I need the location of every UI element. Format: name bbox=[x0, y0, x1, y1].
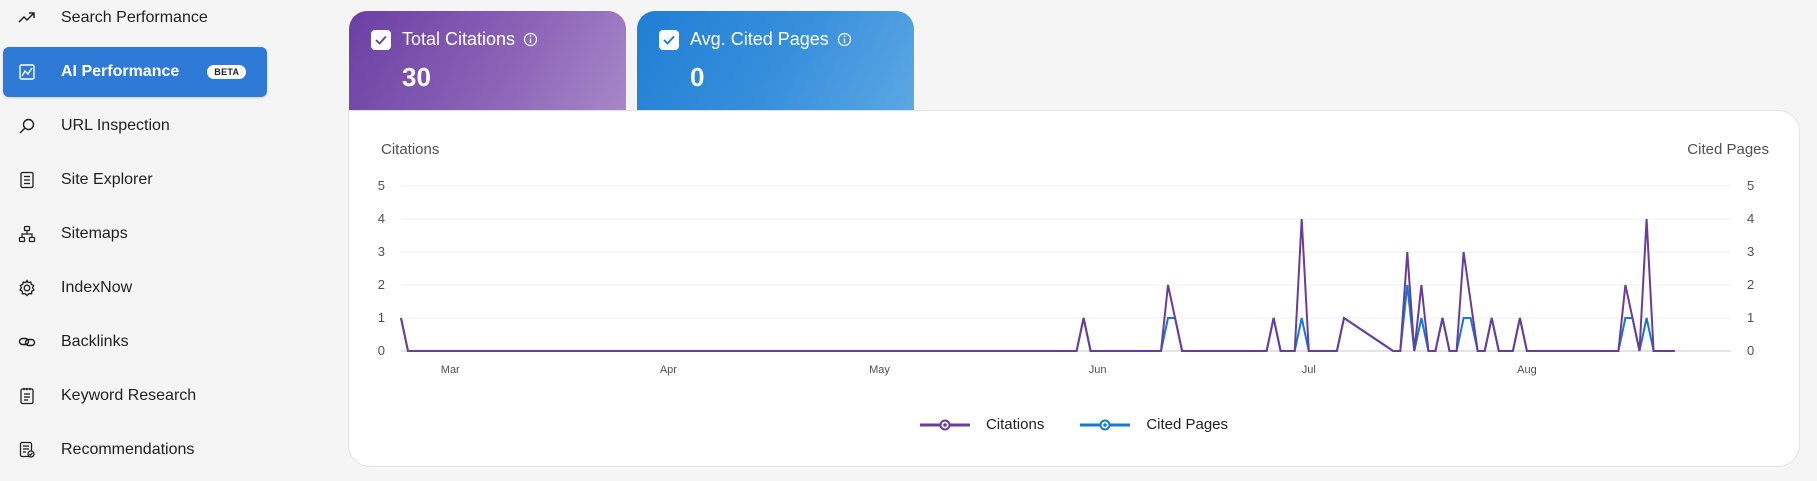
y2-tick-label: 4 bbox=[1747, 211, 1754, 226]
total-citations-card[interactable]: Total Citations 30 bbox=[349, 11, 626, 110]
sidebar-item-label: Recommendations bbox=[61, 441, 195, 458]
y2-tick-label: 1 bbox=[1747, 310, 1754, 325]
sidebar-item-label: Backlinks bbox=[61, 333, 129, 350]
chart-icon bbox=[15, 60, 39, 84]
trending-up-icon bbox=[15, 6, 39, 30]
sidebar-item-label: Site Explorer bbox=[61, 171, 153, 188]
y2-tick-label: 2 bbox=[1747, 277, 1754, 292]
y-tick-label: 3 bbox=[378, 244, 385, 259]
beta-badge: BETA bbox=[207, 65, 247, 79]
sidebar-item-site-explorer[interactable]: Site Explorer bbox=[3, 155, 267, 205]
left-axis-title: Citations bbox=[381, 141, 440, 158]
checklist-icon bbox=[15, 438, 39, 462]
total-citations-value: 30 bbox=[402, 62, 431, 92]
y-tick-label: 1 bbox=[378, 310, 385, 325]
total-citations-label: Total Citations bbox=[402, 29, 516, 49]
avg-cited-pages-card[interactable]: Avg. Cited Pages 0 bbox=[637, 11, 914, 110]
sidebar-item-recommendations[interactable]: Recommendations bbox=[3, 425, 267, 475]
sidebar-item-label: AI Performance bbox=[61, 63, 180, 80]
gear-icon bbox=[15, 276, 39, 300]
sidebar-item-backlinks[interactable]: Backlinks bbox=[3, 317, 267, 367]
series-line-citations bbox=[400, 218, 1675, 352]
info-icon[interactable] bbox=[523, 32, 538, 47]
sidebar-item-label: URL Inspection bbox=[61, 117, 170, 134]
sidebar-item-keyword-research[interactable]: Keyword Research bbox=[3, 371, 267, 421]
legend-item-cited-pages[interactable]: Cited Pages bbox=[1080, 416, 1228, 433]
link-icon bbox=[15, 330, 39, 354]
sidebar-item-label: IndexNow bbox=[61, 279, 133, 296]
sidebar-item-ai-performance[interactable]: AI Performance BETA bbox=[3, 47, 267, 97]
total-citations-checkbox[interactable] bbox=[371, 29, 391, 50]
chart-panel: Citations Cited Pages 0 1 2 3 4 5 0 1 2 3 4 5 Mar Apr… bbox=[348, 110, 1800, 467]
avg-cited-pages-label: Avg. Cited Pages bbox=[690, 29, 829, 49]
sidebar-item-label: Keyword Research bbox=[61, 387, 197, 404]
x-tick-label: Mar bbox=[441, 364, 460, 376]
legend-item-citations[interactable]: Citations bbox=[919, 416, 1045, 433]
right-axis-title: Cited Pages bbox=[1687, 141, 1769, 158]
chart-legend: Citations Cited Pages bbox=[349, 416, 1799, 433]
y-tick-label: 2 bbox=[378, 277, 385, 292]
y2-tick-label: 5 bbox=[1747, 178, 1754, 193]
legend-label-cited-pages: Cited Pages bbox=[1146, 416, 1229, 433]
legend-label-citations: Citations bbox=[985, 416, 1045, 433]
sidebar-item-indexnow[interactable]: IndexNow bbox=[3, 263, 267, 313]
x-tick-label: Jun bbox=[1089, 364, 1107, 376]
sidebar-item-search-performance[interactable]: Search Performance bbox=[3, 0, 267, 43]
x-tick-label: Apr bbox=[660, 364, 677, 376]
legend-marker-citations bbox=[919, 419, 970, 430]
y-tick-label: 0 bbox=[378, 343, 385, 358]
sidebar-item-label: Sitemaps bbox=[61, 225, 128, 242]
notepad-icon bbox=[15, 384, 39, 408]
info-icon[interactable] bbox=[837, 32, 852, 47]
sidebar: Search Performance AI Performance BETA U… bbox=[0, 0, 270, 481]
x-tick-label: May bbox=[869, 364, 890, 376]
check-icon bbox=[663, 35, 675, 45]
y2-tick-label: 0 bbox=[1747, 343, 1754, 358]
search-icon bbox=[15, 114, 39, 138]
legend-marker-cited-pages bbox=[1080, 419, 1131, 430]
x-tick-label: Jul bbox=[1302, 364, 1316, 376]
document-list-icon bbox=[15, 168, 39, 192]
y2-tick-label: 3 bbox=[1747, 244, 1754, 259]
sidebar-item-sitemaps[interactable]: Sitemaps bbox=[3, 209, 267, 259]
avg-cited-pages-checkbox[interactable] bbox=[659, 29, 679, 50]
sidebar-item-url-inspection[interactable]: URL Inspection bbox=[3, 101, 267, 151]
y-tick-label: 5 bbox=[378, 178, 385, 193]
sidebar-item-label: Search Performance bbox=[61, 9, 208, 26]
x-tick-label: Aug bbox=[1517, 364, 1537, 376]
y-tick-label: 4 bbox=[378, 211, 385, 226]
check-icon bbox=[375, 35, 387, 45]
line-chart: 0 1 2 3 4 5 0 1 2 3 4 5 Mar Apr May Jun Jul Aug bbox=[378, 178, 1754, 376]
avg-cited-pages-value: 0 bbox=[690, 62, 705, 92]
sitemap-icon bbox=[15, 222, 39, 246]
